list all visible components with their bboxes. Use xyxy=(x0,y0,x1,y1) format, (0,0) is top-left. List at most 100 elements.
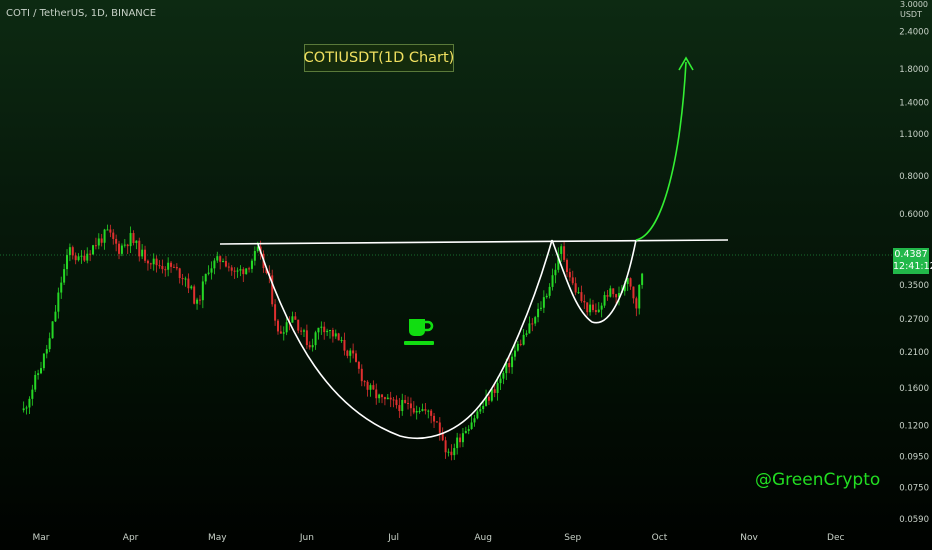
candle-body xyxy=(386,397,389,400)
chart-title-box: COTIUSDT(1D Chart) xyxy=(304,44,454,72)
x-tick-label: May xyxy=(208,533,227,543)
candle-body xyxy=(236,270,239,272)
candle-body xyxy=(175,266,178,269)
candle-body xyxy=(363,381,366,383)
candle-body xyxy=(129,233,132,247)
candle-body xyxy=(279,331,282,334)
candle-body xyxy=(502,373,505,379)
candle-body xyxy=(123,244,126,246)
candle-body xyxy=(334,333,337,337)
candle-body xyxy=(522,334,525,345)
candle-body xyxy=(591,304,594,311)
candle-body xyxy=(467,429,470,431)
candle-body xyxy=(433,415,436,422)
candle-body xyxy=(580,292,583,301)
y-tick-label: 1.8000 xyxy=(899,65,929,75)
candle-body xyxy=(496,383,499,393)
price-axis[interactable]: 2.4000 1.8000 1.4000 1.1000 0.8000 0.6000 0.35… xyxy=(899,27,929,525)
candle-body xyxy=(612,288,615,295)
current-price-value: 0.4387 xyxy=(894,249,928,260)
candle-body xyxy=(219,256,222,262)
candle-body xyxy=(48,338,51,350)
candle-body xyxy=(170,262,173,267)
candle-body xyxy=(60,282,63,293)
candle-body xyxy=(487,396,490,401)
candle-body xyxy=(253,251,256,261)
y-tick-label: 0.1200 xyxy=(899,422,929,432)
candle-body xyxy=(31,389,34,399)
candle-body xyxy=(401,399,404,412)
candle-body xyxy=(421,409,424,411)
current-price-tag: 0.4387 12:41:12 xyxy=(893,248,932,274)
x-tick-label: Oct xyxy=(652,533,668,543)
symbol-label[interactable]: COTI / TetherUS, 1D, BINANCE xyxy=(6,8,157,19)
candle-body xyxy=(435,421,438,423)
candle-body xyxy=(187,278,190,289)
candle-body xyxy=(305,330,308,346)
candle-body xyxy=(201,281,204,301)
candle-body xyxy=(641,273,644,285)
resistance-line xyxy=(219,239,729,245)
candle-body xyxy=(230,267,233,271)
candle-body xyxy=(54,311,57,322)
candle-body xyxy=(164,269,167,271)
x-tick-label: Sep xyxy=(564,533,581,543)
y-tick-label: 0.6000 xyxy=(899,210,929,220)
candle-body xyxy=(126,244,129,247)
candle-body xyxy=(542,297,545,308)
candle-body xyxy=(282,332,285,334)
candle-body xyxy=(557,253,560,270)
candle-body xyxy=(482,405,485,410)
candle-body xyxy=(213,260,216,269)
candle-body xyxy=(346,350,349,356)
candle-body xyxy=(560,246,563,254)
candle-body xyxy=(554,269,557,276)
candle-body xyxy=(103,229,106,243)
candle-body xyxy=(583,300,586,303)
candle-body xyxy=(86,253,89,261)
time-axis[interactable]: Mar Apr May Jun Jul Aug Sep Oct Nov Dec xyxy=(33,533,845,543)
candle-body xyxy=(383,397,386,400)
candle-body xyxy=(331,330,334,337)
x-tick-label: Nov xyxy=(740,533,758,543)
candle-body xyxy=(74,255,77,261)
candle-body xyxy=(155,258,158,266)
candle-body xyxy=(45,349,48,354)
candle-body xyxy=(606,295,609,297)
candle-body xyxy=(34,374,37,390)
candle-body xyxy=(22,408,25,411)
candle-body xyxy=(222,260,225,262)
candle-body xyxy=(248,268,251,270)
x-tick-label: Mar xyxy=(33,533,50,543)
candle-body xyxy=(326,330,329,333)
candle-body xyxy=(144,249,147,261)
x-tick-label: Aug xyxy=(474,533,492,543)
candle-body xyxy=(444,440,447,453)
y-tick-label: 0.1600 xyxy=(899,384,929,394)
candle-body xyxy=(196,299,199,304)
candle-body xyxy=(51,321,54,339)
candle-body xyxy=(245,268,248,275)
candle-body xyxy=(586,302,589,313)
candle-body xyxy=(453,448,456,456)
candle-body xyxy=(369,385,372,390)
candle-body xyxy=(603,295,606,306)
candle-body xyxy=(207,272,210,274)
arrow-head-icon xyxy=(678,56,694,71)
candle-body xyxy=(149,263,152,265)
candle-body xyxy=(66,255,69,270)
candle-body xyxy=(623,284,626,292)
candle-body xyxy=(276,320,279,332)
y-tick-label: 0.2700 xyxy=(899,315,929,325)
candle-body xyxy=(618,293,620,298)
candle-body xyxy=(447,451,450,453)
candle-body xyxy=(479,409,482,412)
candle-body xyxy=(193,286,196,304)
y-tick-label: 0.0750 xyxy=(899,484,929,494)
candles xyxy=(22,224,644,461)
candle-body xyxy=(198,299,201,301)
candle-body xyxy=(635,298,638,309)
candle-body xyxy=(80,255,83,257)
